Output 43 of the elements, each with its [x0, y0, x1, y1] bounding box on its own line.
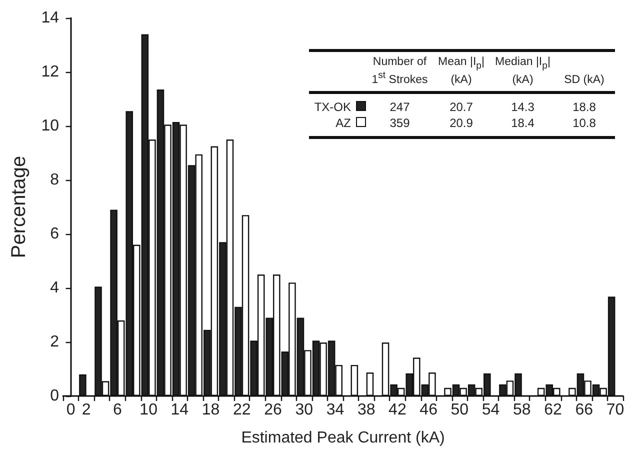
x-tick-label: 26 — [264, 402, 282, 418]
x-tick-label: 38 — [357, 402, 376, 418]
x-tick-label: 70 — [606, 402, 624, 418]
x-tick-label: 42 — [388, 402, 406, 418]
y-tick-label: 8 — [50, 172, 60, 188]
x-tick-label: 6 — [112, 402, 122, 418]
x-axis-title: Estimated Peak Current (kA) — [241, 430, 445, 446]
x-tick-label: 2 — [82, 402, 91, 418]
annotation: 14.3 — [510, 99, 536, 116]
annotation: 247 — [388, 99, 411, 116]
x-tick-label: 46 — [420, 402, 438, 418]
x-tick-label: 0 — [66, 402, 76, 418]
text: Median |I$_{p}$| (kA) — [495, 56, 550, 86]
x-tick-label: 10 — [140, 402, 158, 418]
x-tick-label: 34 — [326, 402, 344, 418]
annotation: 18.4 — [510, 115, 536, 132]
annotation: 20.7 — [448, 99, 474, 116]
annotation: 10.8 — [572, 115, 597, 132]
y-tick-label: 12 — [41, 64, 60, 80]
annotation: 18.8 — [572, 99, 597, 116]
x-tick-label: 58 — [512, 402, 531, 418]
annotation: 20.9 — [448, 115, 474, 132]
x-tick-label: 18 — [202, 402, 220, 418]
y-tick-label: 6 — [50, 226, 60, 242]
annotation: 359 — [388, 115, 411, 132]
y-tick-label: 0 — [50, 388, 60, 404]
x-tick-label: 30 — [295, 402, 314, 418]
x-tick-label: 22 — [232, 402, 251, 418]
x-tick-label: 54 — [482, 402, 500, 418]
x-tick-label: 62 — [544, 402, 562, 418]
x-tick-label: 50 — [450, 402, 469, 418]
y-tick-label: 4 — [50, 280, 60, 296]
x-tick-label: 66 — [575, 402, 594, 418]
annotation: SD (kA) — [563, 73, 606, 88]
x-tick-label: 14 — [170, 402, 189, 418]
legend-label: AZ — [334, 115, 352, 132]
legend-label: TX-OK — [313, 99, 352, 116]
y-tick-label: 14 — [41, 10, 60, 26]
annotation: Number of 1$^{st}$ Strokes — [370, 55, 429, 88]
y-axis-title: Percentage — [8, 156, 30, 258]
y-tick-label: 10 — [41, 118, 60, 134]
annotation: Mean |I$_{p}$| (kA) — [437, 55, 486, 88]
y-tick-label: 2 — [50, 334, 60, 350]
